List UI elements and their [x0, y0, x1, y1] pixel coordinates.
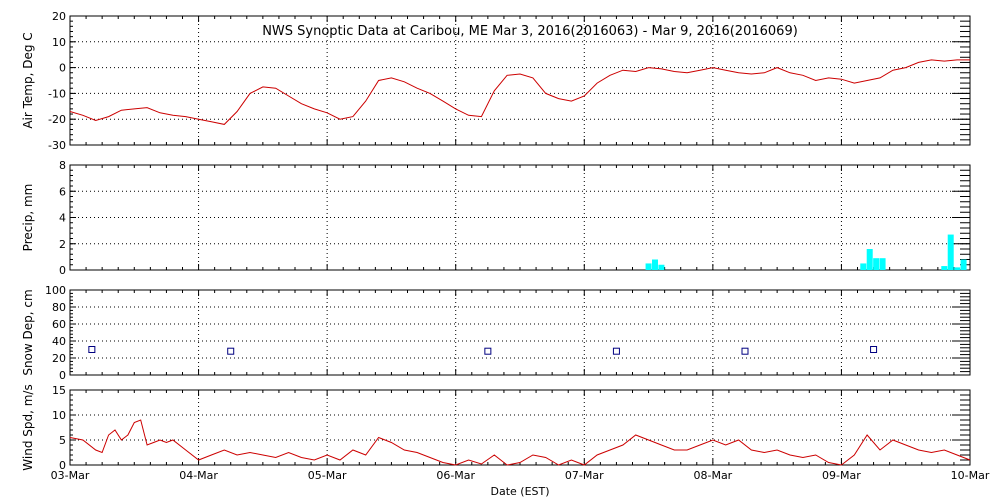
precip-bar [941, 266, 948, 270]
precip-bar [947, 234, 954, 270]
y-tick-label: 0 [59, 264, 66, 277]
panel-3: 100 80 60 40 20 0 Snow Dep, cm [21, 284, 971, 382]
y-tick-label: -10 [48, 87, 66, 100]
y-tick-label: 40 [52, 335, 66, 348]
y-tick-label: -30 [48, 139, 66, 152]
snow-point [741, 347, 749, 355]
panel-2: 8 6 4 2 0 Precip, mm [21, 159, 971, 277]
y-axis-label: Snow Dep, cm [21, 289, 35, 375]
snow-point [227, 347, 235, 355]
y-tick-label: 6 [59, 185, 66, 198]
y-tick-label: 8 [59, 159, 66, 172]
y-tick-label: 0 [59, 369, 66, 382]
series-line [69, 419, 971, 466]
snow-point [88, 346, 96, 353]
panel-frame [69, 389, 971, 466]
precip-bar [960, 259, 967, 270]
x-tick-label: 09-Mar [822, 469, 861, 482]
x-tick-label: 08-Mar [693, 469, 732, 482]
y-axis-label: Precip, mm [21, 184, 35, 252]
y-tick-label: 4 [59, 212, 66, 225]
y-tick-label: -20 [48, 113, 66, 126]
y-tick-label: 20 [52, 10, 66, 23]
precip-bar [866, 249, 873, 270]
y-tick-label: 5 [59, 434, 66, 447]
chart-title: NWS Synoptic Data at Caribou, ME Mar 3, … [262, 24, 798, 39]
y-tick-label: 20 [52, 352, 66, 365]
y-tick-label: 15 [52, 384, 66, 397]
x-tick-label: 06-Mar [436, 469, 475, 482]
x-tick-label: 10-Mar [951, 469, 990, 482]
precip-bar [873, 258, 880, 270]
x-tick-label: 03-Mar [51, 469, 90, 482]
y-tick-label: 100 [45, 284, 66, 297]
y-axis-label: Air Temp, Deg C [21, 32, 35, 128]
panel-1: 20 10 0 -10 -20 -30 Air Temp, Deg C [21, 10, 971, 152]
y-tick-label: 0 [59, 62, 66, 75]
x-tick-label: 05-Mar [308, 469, 347, 482]
x-tick-label: 07-Mar [565, 469, 604, 482]
precip-bar [860, 263, 867, 270]
precip-bar [879, 258, 886, 270]
x-axis-label: Date (EST) [490, 485, 549, 498]
snow-point [870, 346, 878, 353]
precip-bar [652, 259, 658, 270]
y-tick-label: 10 [52, 409, 66, 422]
series-line [69, 59, 970, 125]
x-tick-label: 04-Mar [179, 469, 218, 482]
panel-frame [69, 289, 971, 376]
y-tick-label: 80 [52, 301, 66, 314]
snow-point [612, 347, 620, 355]
y-tick-label: 60 [52, 318, 66, 331]
precip-bar [954, 267, 961, 270]
panel-4: 15 10 5 0 Wind Spd, m/s 03-Mar 04-Mar 05-Mar 06-… [21, 384, 990, 482]
snow-point [484, 347, 492, 355]
y-tick-label: 2 [59, 238, 66, 251]
precip-bar [658, 264, 665, 270]
y-tick-label: 0 [59, 459, 66, 472]
precip-bar [645, 263, 652, 270]
y-tick-label: 10 [52, 36, 66, 49]
y-axis-label: Wind Spd, m/s [21, 384, 35, 470]
